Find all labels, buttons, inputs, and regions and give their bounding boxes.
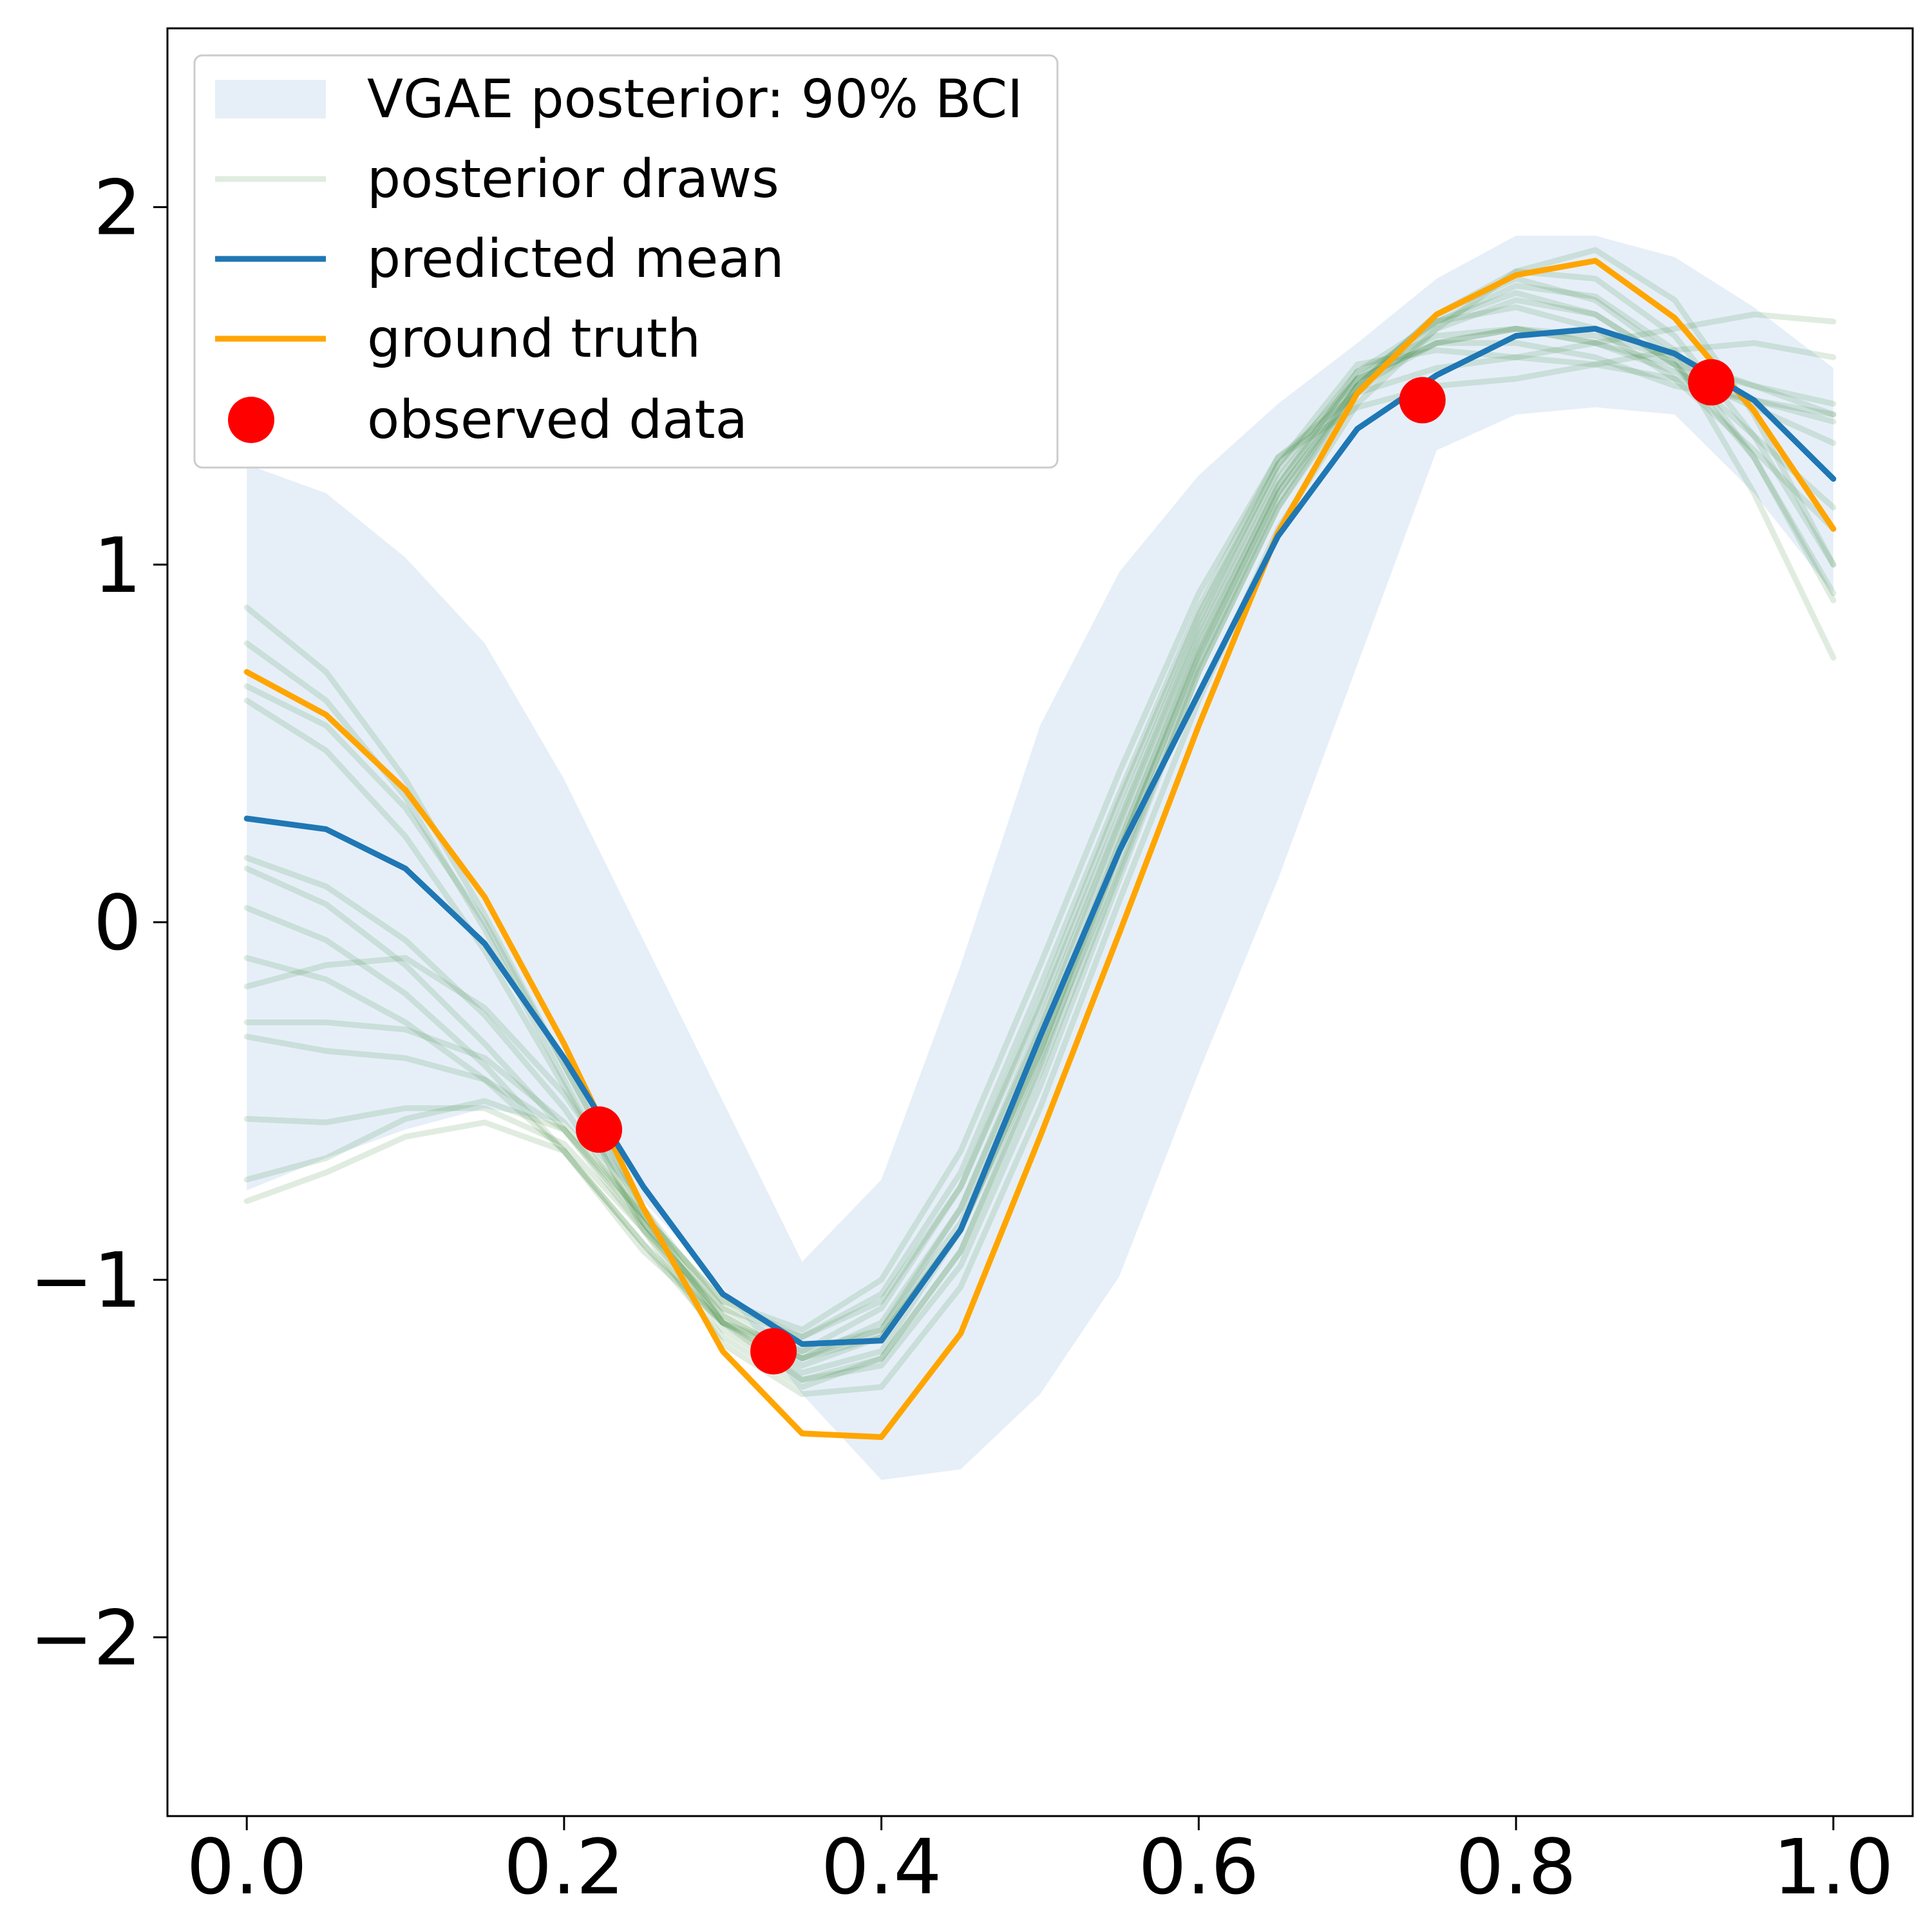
y-tick-label: 0 <box>93 878 142 967</box>
posterior-draw-line <box>243 340 1837 1333</box>
y-tick-label: 1 <box>93 521 142 610</box>
credible-band <box>247 236 1833 1481</box>
x-tick-label: 0.4 <box>821 1823 942 1911</box>
posterior-draw-line <box>243 297 1837 1390</box>
ground-truth-line <box>243 258 1837 1440</box>
x-tick-label: 0.6 <box>1139 1823 1260 1911</box>
x-tick-label: 0.8 <box>1455 1823 1577 1911</box>
legend-label: predicted mean <box>367 229 784 290</box>
x-tick-label: 1.0 <box>1773 1823 1894 1911</box>
y-tick-label: −2 <box>30 1593 142 1682</box>
x-tick-label: 0.0 <box>186 1823 307 1911</box>
legend-marker-swatch <box>228 397 274 443</box>
legend-label: observed data <box>367 390 748 451</box>
legend-label: posterior draws <box>367 149 779 210</box>
legend-label: ground truth <box>367 308 701 370</box>
observed-data-point <box>750 1328 797 1375</box>
y-tick-label: 2 <box>93 164 142 252</box>
posterior-draw-line <box>243 311 1837 1340</box>
posterior-draw-line <box>243 283 1837 1383</box>
legend-label: VGAE posterior: 90% BCI <box>367 69 1023 130</box>
observed-data-point <box>1688 359 1735 406</box>
posterior-draw-line <box>243 325 1837 1361</box>
x-tick-label: 0.2 <box>504 1823 625 1911</box>
predicted-mean-line <box>243 325 1837 1347</box>
plot-area <box>243 236 1837 1481</box>
posterior-draw-line <box>243 276 1837 1383</box>
legend-box <box>193 54 1059 469</box>
posterior-draw-line <box>243 269 1837 1368</box>
y-tick-label: −1 <box>30 1236 142 1325</box>
observed-data-point <box>576 1106 623 1153</box>
axis-ticks: 0.0 0.2 0.4 0.6 0.8 1.0 −2 −1 0 1 2 <box>30 164 1894 1911</box>
observed-data-point <box>1399 377 1446 424</box>
legend-band-swatch <box>215 80 326 118</box>
posterior-draw-line <box>243 347 1837 1354</box>
legend: VGAE posterior: 90% BCI posterior draws pr… <box>193 54 1059 469</box>
posterior-draw-line <box>243 340 1837 1376</box>
posterior-draw-line <box>243 325 1837 1361</box>
